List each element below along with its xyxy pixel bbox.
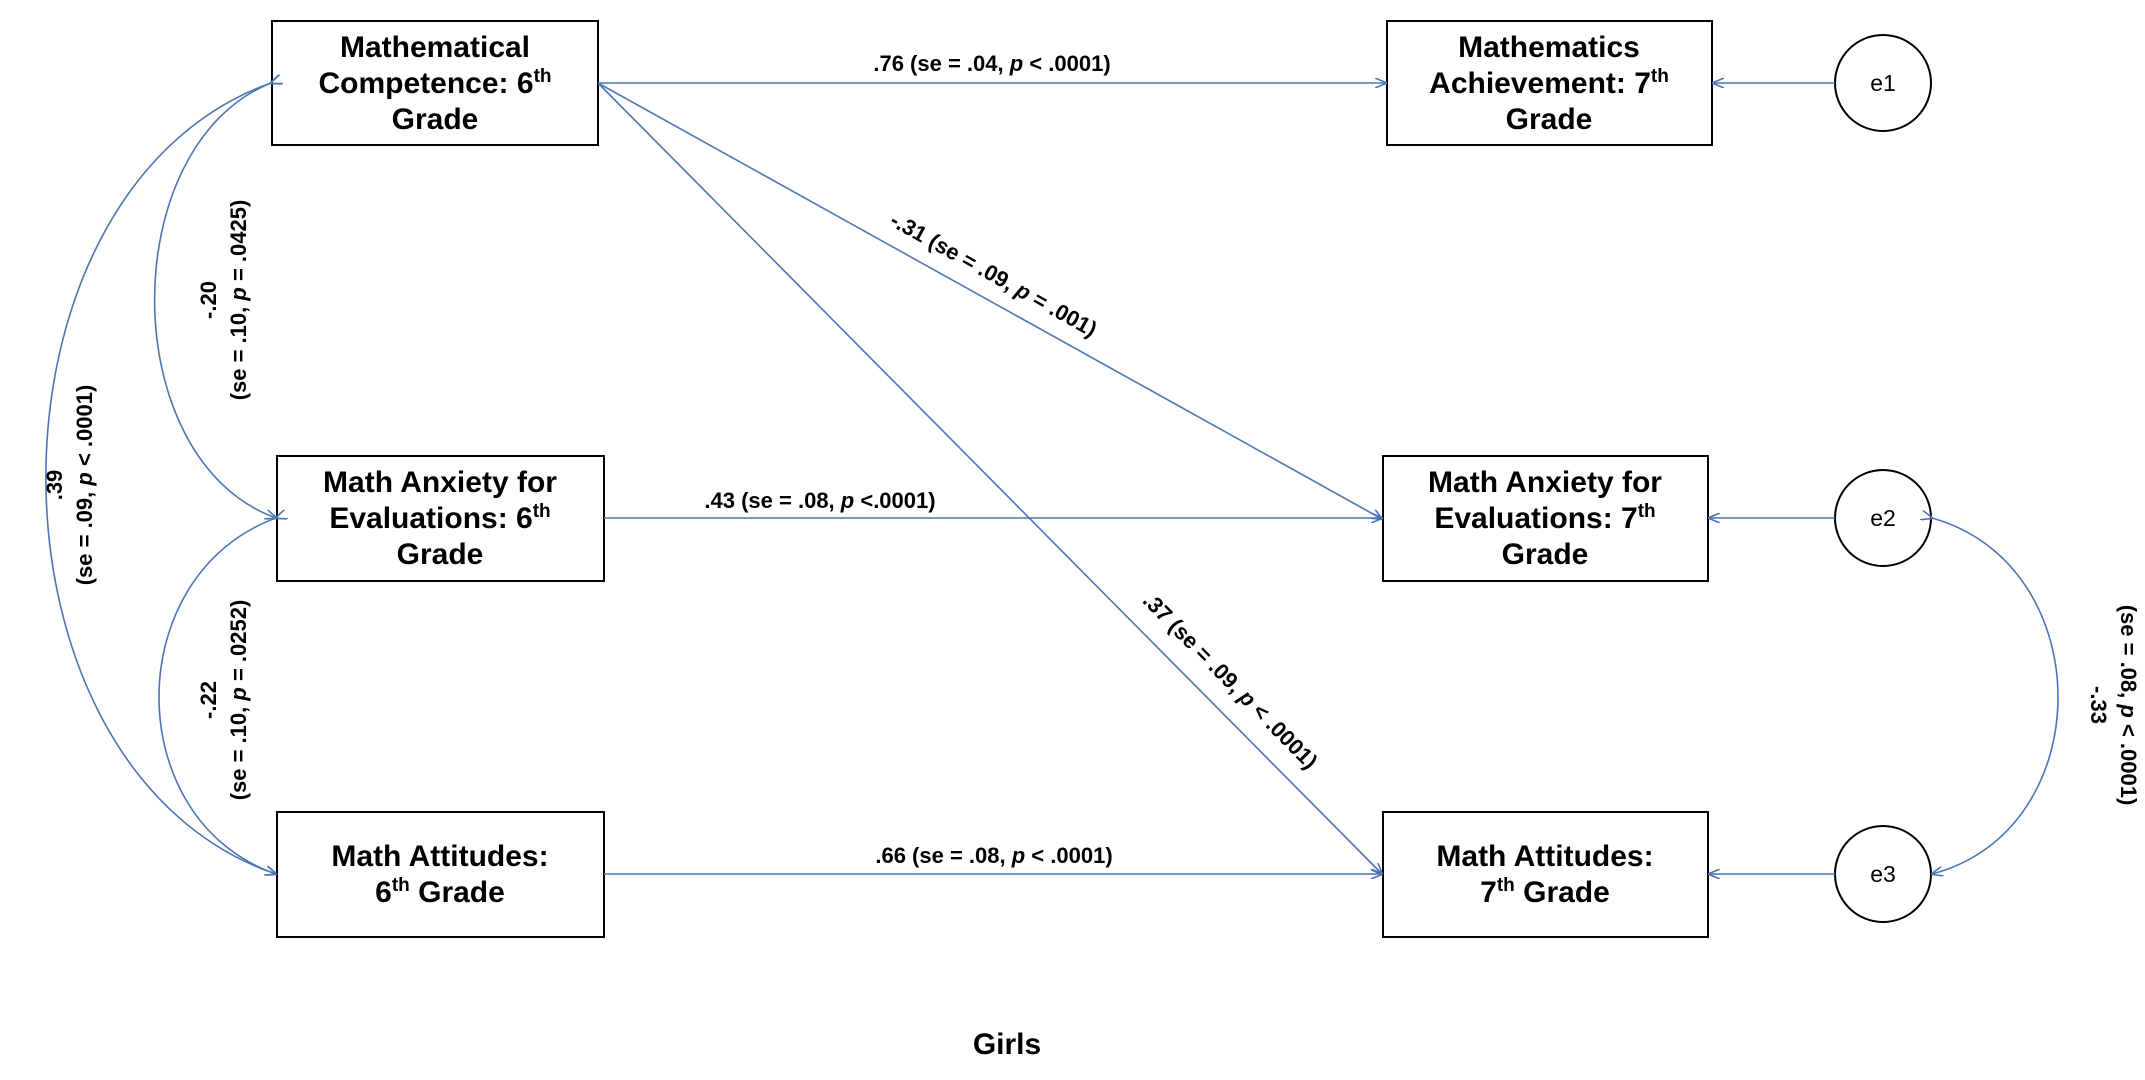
- node-box-math-anxiety-6th: [276, 455, 605, 582]
- error-label-e3: e3: [1870, 861, 1896, 887]
- covariance-curve-e2-e3: [1932, 518, 2059, 874]
- covariance-curve-competence-anxiety: [153, 83, 276, 518]
- covariance-label-e2-e3: -.33(se = .08, p < .0001): [2086, 605, 2141, 806]
- node-label-math-achievement-7th: Mathematics Achievement: 7th Grade: [1429, 31, 1669, 136]
- path-label-competence-to-achievement: .76 (se = .04, p < .0001): [873, 51, 1110, 76]
- error-label-e1: e1: [1870, 70, 1896, 96]
- node-label-math-anxiety-7th: Math Anxiety for Evaluations: 7th Grade: [1428, 466, 1662, 571]
- arrow-competence-to-attitudes-7th: [597, 82, 1382, 874]
- node-box-math-achievement-7th: [1386, 20, 1713, 146]
- node-box-math-attitudes-7th: [1382, 811, 1709, 938]
- covariance-label-competence-anxiety: -.20(se = .10, p = .0425): [196, 200, 251, 401]
- node-label-math-competence-6th: Mathematical Competence: 6th Grade: [319, 31, 552, 136]
- covariance-label-anxiety-attitudes: -.22(se = .10, p = .0252): [196, 600, 251, 801]
- path-label-competence-to-anxiety-7th: -.31 (se = .09, p = .001): [886, 207, 1101, 342]
- covariance-curve-competence-attitudes: [45, 83, 276, 874]
- diagram-caption: Girls: [973, 1028, 1041, 1061]
- node-box-math-attitudes-6th: [276, 811, 605, 938]
- node-label-math-attitudes-6th: Math Attitudes: 6th Grade: [331, 840, 548, 909]
- covariance-label-competence-attitudes: .39(se = .09, p < .0001): [42, 385, 97, 586]
- node-label-math-attitudes-7th: Math Attitudes: 7th Grade: [1436, 840, 1653, 909]
- node-label-math-anxiety-6th: Math Anxiety for Evaluations: 6th Grade: [323, 466, 557, 571]
- path-label-competence-to-attitudes-7th: .37 (se = .09, p < .0001): [1138, 588, 1323, 774]
- error-label-e2: e2: [1870, 505, 1896, 531]
- path-label-anxiety-6th-to-anxiety-7th: .43 (se = .08, p <.0001): [704, 488, 935, 513]
- node-box-math-anxiety-7th: [1382, 455, 1709, 582]
- path-label-attitudes-6th-to-attitudes-7th: .66 (se = .08, p < .0001): [875, 843, 1112, 868]
- node-box-math-competence-6th: [271, 20, 599, 146]
- covariance-curve-anxiety-attitudes: [158, 518, 276, 874]
- arrow-competence-to-anxiety-7th: [597, 82, 1382, 519]
